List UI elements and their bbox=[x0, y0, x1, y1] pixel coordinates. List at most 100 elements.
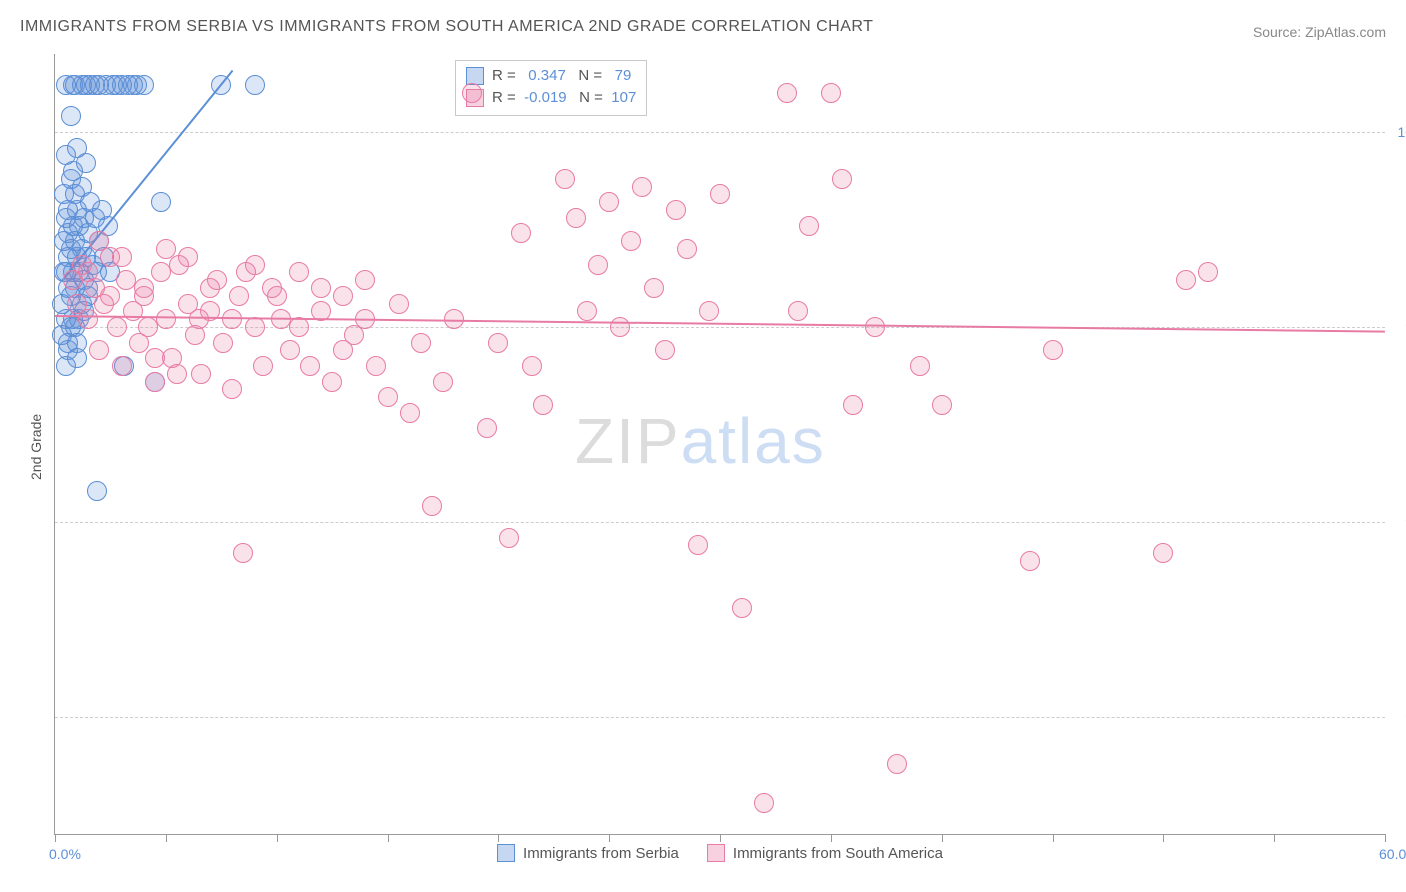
data-point bbox=[422, 496, 442, 516]
watermark-zip: ZIP bbox=[575, 405, 681, 477]
data-point bbox=[1176, 270, 1196, 290]
data-point bbox=[1198, 262, 1218, 282]
data-point bbox=[233, 543, 253, 563]
data-point bbox=[87, 481, 107, 501]
data-point bbox=[213, 333, 233, 353]
legend-stats-text: R = 0.347 N = 79 bbox=[492, 65, 631, 87]
data-point bbox=[289, 262, 309, 282]
data-point bbox=[843, 395, 863, 415]
data-point bbox=[333, 340, 353, 360]
data-point bbox=[167, 364, 187, 384]
data-point bbox=[191, 364, 211, 384]
data-point bbox=[134, 286, 154, 306]
watermark: ZIPatlas bbox=[575, 404, 826, 478]
data-point bbox=[599, 192, 619, 212]
data-point bbox=[311, 301, 331, 321]
data-point bbox=[566, 208, 586, 228]
data-point bbox=[311, 278, 331, 298]
data-point bbox=[477, 418, 497, 438]
data-point bbox=[300, 356, 320, 376]
x-tick bbox=[609, 834, 610, 842]
x-tick-label: 60.0% bbox=[1379, 846, 1406, 862]
data-point bbox=[355, 309, 375, 329]
data-point bbox=[488, 333, 508, 353]
data-point bbox=[267, 286, 287, 306]
data-point bbox=[688, 535, 708, 555]
x-tick bbox=[277, 834, 278, 842]
chart-title: IMMIGRANTS FROM SERBIA VS IMMIGRANTS FRO… bbox=[20, 18, 873, 36]
data-point bbox=[1043, 340, 1063, 360]
data-point bbox=[1020, 551, 1040, 571]
x-tick-label: 0.0% bbox=[49, 846, 81, 862]
data-point bbox=[145, 348, 165, 368]
data-point bbox=[799, 216, 819, 236]
data-point bbox=[355, 270, 375, 290]
x-tick bbox=[1385, 834, 1386, 842]
data-point bbox=[389, 294, 409, 314]
data-point bbox=[555, 169, 575, 189]
bottom-legend-item: Immigrants from Serbia bbox=[497, 844, 679, 862]
legend-stats-text: R = -0.019 N = 107 bbox=[492, 87, 636, 109]
data-point bbox=[788, 301, 808, 321]
data-point bbox=[677, 239, 697, 259]
data-point bbox=[151, 192, 171, 212]
data-point bbox=[655, 340, 675, 360]
data-point bbox=[222, 379, 242, 399]
data-point bbox=[887, 754, 907, 774]
data-point bbox=[78, 309, 98, 329]
plot-area: ZIPatlas R = 0.347 N = 79R = -0.019 N = … bbox=[54, 54, 1385, 835]
data-point bbox=[156, 239, 176, 259]
data-point bbox=[253, 356, 273, 376]
data-point bbox=[462, 83, 482, 103]
y-axis-label: 2nd Grade bbox=[28, 414, 44, 480]
data-point bbox=[433, 372, 453, 392]
data-point bbox=[229, 286, 249, 306]
data-point bbox=[821, 83, 841, 103]
data-point bbox=[666, 200, 686, 220]
data-point bbox=[178, 247, 198, 267]
data-point bbox=[211, 75, 231, 95]
data-point bbox=[58, 223, 78, 243]
x-tick bbox=[1053, 834, 1054, 842]
bottom-legend-item: Immigrants from South America bbox=[707, 844, 943, 862]
x-tick bbox=[831, 834, 832, 842]
data-point bbox=[444, 309, 464, 329]
data-point bbox=[832, 169, 852, 189]
data-point bbox=[61, 106, 81, 126]
legend-swatch bbox=[497, 844, 515, 862]
data-point bbox=[134, 75, 154, 95]
legend-label: Immigrants from South America bbox=[733, 845, 943, 862]
data-point bbox=[58, 340, 78, 360]
data-point bbox=[533, 395, 553, 415]
data-point bbox=[112, 247, 132, 267]
data-point bbox=[777, 83, 797, 103]
data-point bbox=[378, 387, 398, 407]
x-tick bbox=[55, 834, 56, 842]
data-point bbox=[89, 231, 109, 251]
data-point bbox=[322, 372, 342, 392]
watermark-atlas: atlas bbox=[681, 405, 826, 477]
data-point bbox=[499, 528, 519, 548]
bottom-legend: Immigrants from Serbia Immigrants from So… bbox=[497, 844, 943, 862]
data-point bbox=[280, 340, 300, 360]
data-point bbox=[632, 177, 652, 197]
data-point bbox=[78, 262, 98, 282]
x-tick bbox=[166, 834, 167, 842]
legend-label: Immigrants from Serbia bbox=[523, 845, 679, 862]
data-point bbox=[65, 75, 85, 95]
stats-legend: R = 0.347 N = 79R = -0.019 N = 107 bbox=[455, 60, 647, 116]
data-point bbox=[865, 317, 885, 337]
data-point bbox=[732, 598, 752, 618]
gridline bbox=[55, 522, 1385, 523]
x-tick bbox=[388, 834, 389, 842]
data-point bbox=[522, 356, 542, 376]
data-point bbox=[610, 317, 630, 337]
data-point bbox=[222, 309, 242, 329]
x-tick bbox=[942, 834, 943, 842]
data-point bbox=[200, 278, 220, 298]
data-point bbox=[699, 301, 719, 321]
data-point bbox=[621, 231, 641, 251]
data-point bbox=[511, 223, 531, 243]
data-point bbox=[245, 317, 265, 337]
source-text: Source: ZipAtlas.com bbox=[1253, 24, 1386, 40]
